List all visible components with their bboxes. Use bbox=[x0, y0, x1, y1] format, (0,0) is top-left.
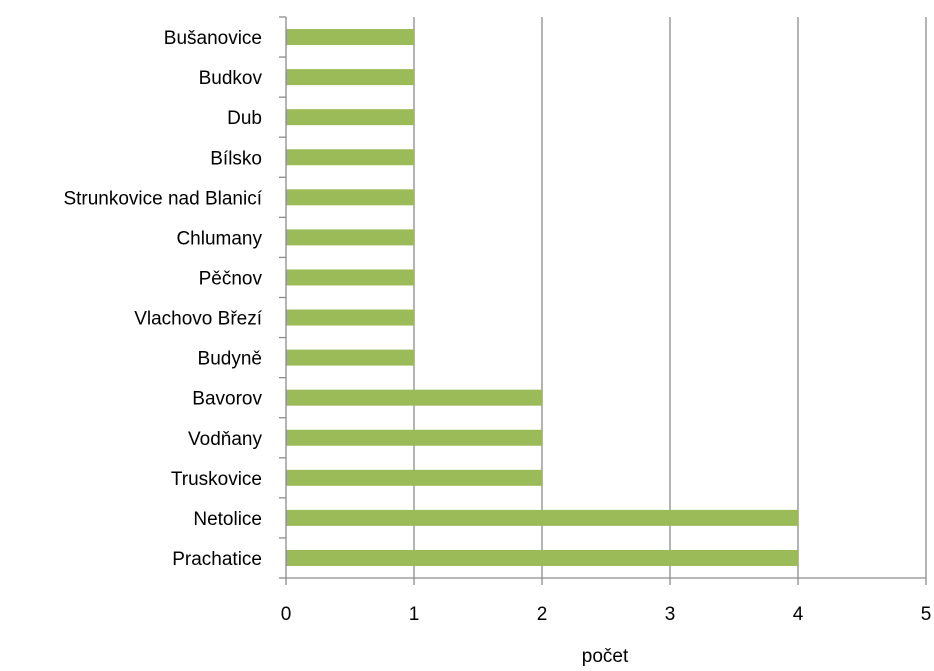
category-label: Budyně bbox=[198, 349, 262, 370]
x-tick-label: 4 bbox=[793, 604, 804, 625]
gridlines bbox=[413, 17, 927, 578]
category-label: Netolice bbox=[193, 509, 262, 530]
x-axis-title: počet bbox=[582, 646, 629, 666]
bars bbox=[286, 29, 798, 566]
category-label: Pěčnov bbox=[199, 268, 263, 289]
category-label: Truskovice bbox=[171, 469, 262, 490]
category-label: Prachatice bbox=[172, 549, 262, 570]
bar bbox=[286, 349, 414, 366]
category-label: Strunkovice nad Blanicí bbox=[63, 188, 262, 209]
x-tick-label: 0 bbox=[281, 604, 292, 625]
bar bbox=[286, 549, 798, 566]
x-tick-label: 3 bbox=[665, 604, 676, 625]
category-label: Bavorov bbox=[192, 389, 262, 410]
category-labels: Bušanovice Budkov Dub Bílsko Strunkovice nad… bbox=[63, 28, 262, 570]
bar bbox=[286, 389, 542, 406]
bar bbox=[286, 29, 414, 46]
category-label: Chlumany bbox=[176, 228, 262, 249]
bar bbox=[286, 469, 542, 486]
x-tick-label: 1 bbox=[409, 604, 420, 625]
x-tick-label: 5 bbox=[921, 604, 932, 625]
bar bbox=[286, 309, 414, 326]
category-label: Bušanovice bbox=[164, 28, 262, 49]
axes bbox=[279, 16, 927, 585]
x-tick-label: 2 bbox=[537, 604, 548, 625]
category-label: Dub bbox=[227, 108, 262, 129]
bar bbox=[286, 509, 798, 526]
bar bbox=[286, 269, 414, 286]
x-tick-labels: 0 1 2 3 4 5 bbox=[281, 604, 932, 625]
bar bbox=[286, 69, 414, 86]
bar bbox=[286, 189, 414, 206]
category-label: Bílsko bbox=[210, 148, 262, 169]
category-label: Vlachovo Březí bbox=[134, 309, 263, 330]
category-label: Budkov bbox=[199, 68, 263, 89]
bar bbox=[286, 109, 414, 126]
bar bbox=[286, 149, 414, 166]
category-label: Vodňany bbox=[188, 429, 262, 450]
bar bbox=[286, 429, 542, 446]
bar bbox=[286, 229, 414, 246]
